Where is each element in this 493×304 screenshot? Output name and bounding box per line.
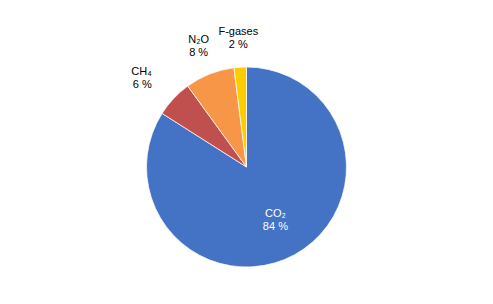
svg-text:CO₂84 %: CO₂84 % — [263, 207, 288, 232]
svg-text:F-gases2 %: F-gases2 % — [218, 25, 258, 50]
svg-text:N₂O8 %: N₂O8 % — [188, 33, 209, 58]
svg-text:CH₄6 %: CH₄6 % — [131, 65, 152, 90]
